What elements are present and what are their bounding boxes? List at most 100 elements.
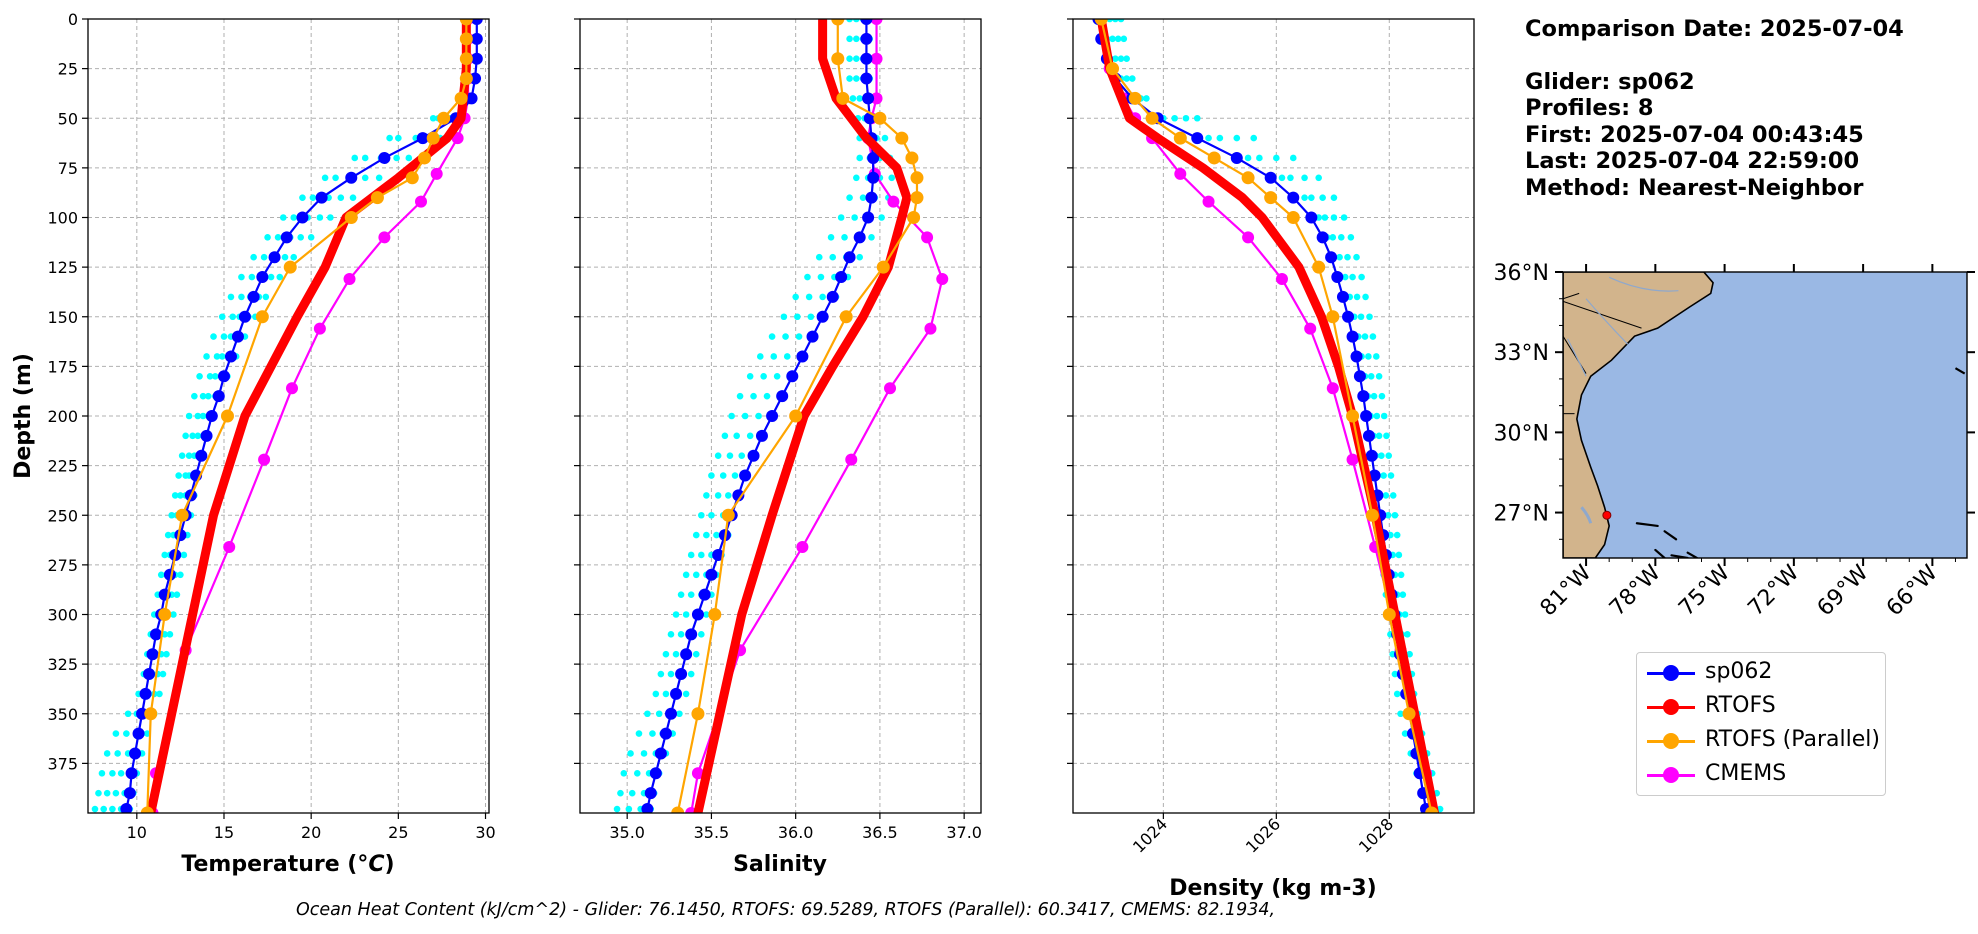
glider-profile-point (1380, 412, 1388, 420)
glider-profile-point (1233, 134, 1241, 142)
glider-profile-point (1401, 730, 1409, 737)
glider-profile-point (698, 511, 705, 519)
glider-mean-point (732, 489, 745, 502)
glider-profile-point (1361, 333, 1369, 340)
bermuda (1954, 367, 1966, 375)
glider-profile-point (1401, 611, 1409, 618)
legend-item-cmems: CMEMS (1637, 759, 1885, 791)
rtofs-parallel-point (175, 508, 189, 522)
glider-profile-point (846, 19, 853, 23)
glider-profile-point (662, 690, 670, 698)
glider-profile-point (804, 273, 811, 281)
glider-mean-point (860, 32, 873, 45)
glider-profile-point (719, 472, 727, 479)
legend-marker (1663, 767, 1679, 783)
depth-tick-label: 200 (47, 407, 78, 426)
rtofs-parallel-point (1312, 260, 1326, 274)
glider-mean-point (120, 803, 133, 813)
glider-profile-point (159, 670, 167, 678)
glider-profile-point (1373, 412, 1381, 420)
glider-profile-point (180, 551, 188, 559)
cmems-point (313, 322, 326, 335)
lat-tick-label: 30°N (1494, 421, 1549, 446)
glider-profile-point (746, 432, 754, 440)
glider-mean-point (280, 231, 293, 244)
glider-profile-point (1321, 214, 1329, 221)
glider-profile-point (1397, 571, 1405, 579)
glider-mean-point (129, 747, 142, 760)
glider-profile-point (1369, 333, 1377, 340)
glider-profile-point (248, 273, 256, 281)
glider-profile-point (692, 531, 700, 539)
glider-profile-point (1387, 472, 1395, 479)
glider-profile-point (724, 492, 732, 499)
glider-profile-point (250, 253, 257, 261)
glider-profile-point (856, 95, 863, 102)
glider-mean-point (345, 171, 358, 184)
glider-profile-point (114, 750, 121, 757)
glider-profile-point (1205, 134, 1212, 142)
glider-profile-point (199, 412, 207, 420)
glider-profile-point (613, 805, 621, 813)
glider-mean-point (125, 767, 138, 780)
glider-profile-point (1250, 134, 1258, 142)
glider-profile-point (805, 293, 813, 301)
glider-profile-point (279, 214, 287, 221)
glider-profile-point (1358, 273, 1365, 281)
glider-profile-point (768, 333, 776, 340)
glider-profile-point (274, 234, 282, 241)
glider-mean-point (806, 330, 819, 343)
axes-frame (579, 18, 982, 814)
rtofs-parallel-point (459, 72, 473, 86)
glider-profile-point (199, 392, 207, 400)
glider-profile-point (617, 789, 624, 797)
rtofs-parallel-point (255, 310, 269, 324)
glider-profile-point (677, 631, 685, 638)
lake-okeechobee (1580, 506, 1593, 524)
rtofs-parallel-point (836, 91, 850, 105)
interpolation-method: Method: Nearest-Neighbor (1525, 175, 1864, 201)
glider-profile-point (103, 789, 111, 797)
glider-profile-point (846, 75, 853, 82)
cmems-point (1304, 322, 1317, 335)
glider-profile-point (1384, 511, 1392, 519)
glider-profile-point (156, 690, 163, 698)
glider-profile-point (123, 730, 130, 737)
bahamas-island (1635, 522, 1659, 528)
glider-profile-point (1112, 19, 1119, 23)
glider-profile-point (773, 373, 781, 380)
salinity-tick-label: 36.0 (778, 823, 814, 842)
lon-tick-label: 72°W (1743, 560, 1804, 621)
glider-mean-point (670, 687, 683, 700)
glider-profile-point (1365, 353, 1372, 360)
glider-profile-point (1378, 452, 1385, 460)
glider-profile-point (1106, 19, 1114, 23)
glider-profile-point (173, 591, 181, 598)
legend-label: CMEMS (1705, 761, 1787, 786)
glider-mean-point (1353, 370, 1366, 383)
lat-tick-label: 33°N (1494, 341, 1549, 366)
salinity-tick-label: 35.5 (694, 823, 730, 842)
glider-mean-point (296, 211, 309, 224)
rtofs-parallel-line (1100, 19, 1433, 813)
cmems-point (378, 231, 391, 244)
glider-profile-point (667, 631, 675, 638)
glider-profile-point (405, 154, 413, 162)
rtofs-parallel-point (405, 171, 419, 185)
cmems-point (1275, 273, 1288, 286)
glider-mean-point (143, 668, 156, 681)
glider-profile-point (1114, 35, 1122, 43)
glider-profile-point (783, 353, 791, 360)
glider-profile-point (238, 293, 245, 301)
glider-profile-point (687, 670, 695, 678)
glider-profile-point (667, 670, 675, 678)
salinity-panel: 35.0 35.5 36.0 36.5 37.0 (574, 18, 982, 842)
glider-profile-point (760, 373, 767, 380)
glider-profile-point (95, 789, 102, 797)
cmems-point (258, 453, 271, 466)
rtofs-parallel-point (1264, 191, 1278, 205)
glider-profile-point (1330, 194, 1338, 201)
glider-mean-point (675, 668, 688, 681)
glider-profile-point (117, 770, 125, 777)
glider-mean-point (796, 350, 809, 363)
